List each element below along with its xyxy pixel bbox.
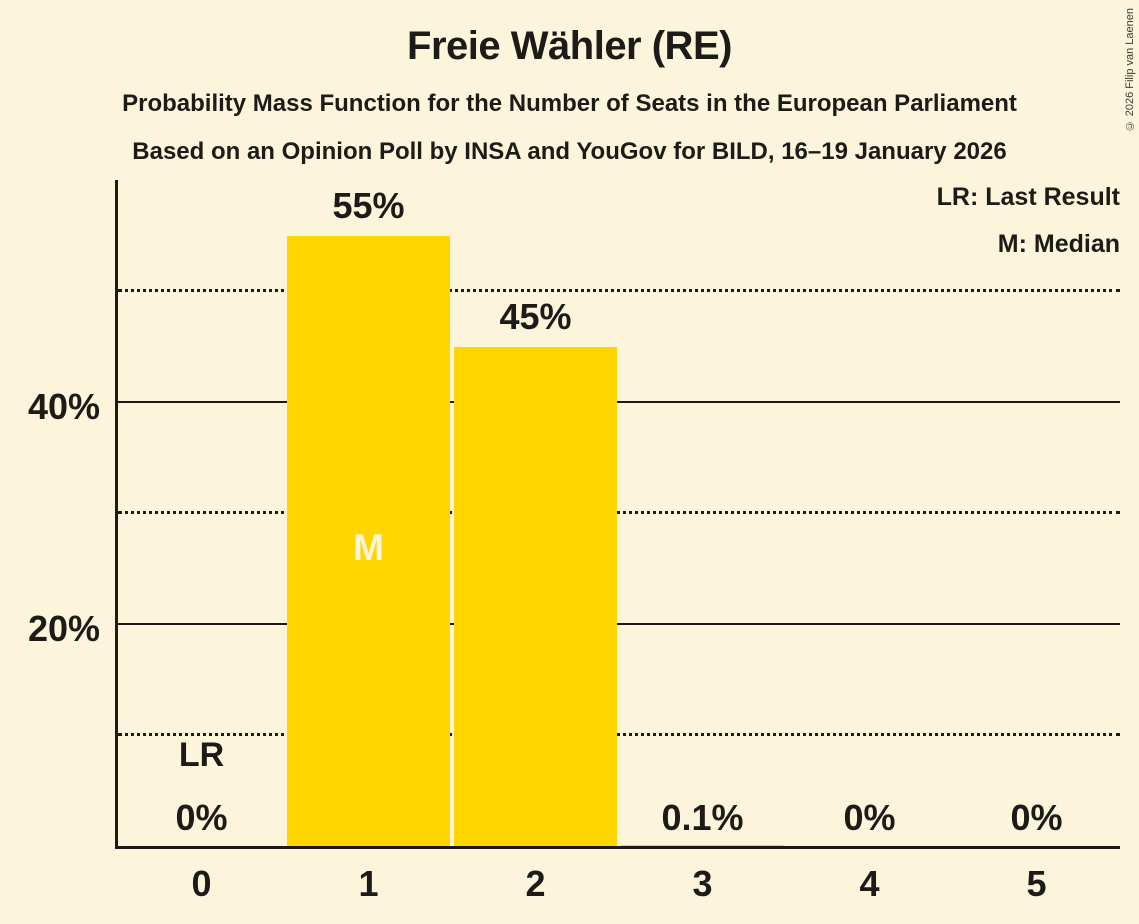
x-axis-label-seat-2: 2 bbox=[525, 863, 546, 904]
x-axis-label-seat-3: 3 bbox=[692, 863, 713, 904]
chart-source-line: Based on an Opinion Poll by INSA and You… bbox=[132, 138, 1007, 165]
plot-inner bbox=[118, 180, 1120, 846]
plot-area bbox=[115, 180, 1120, 849]
bar-seat-3 bbox=[621, 844, 784, 846]
bar-seat-1 bbox=[287, 235, 450, 846]
bar-value-label-seat-0: 0% bbox=[175, 797, 228, 838]
gridline-40pct bbox=[118, 401, 1120, 403]
x-axis-label-seat-0: 0 bbox=[191, 863, 212, 904]
legend-last-result: LR: Last Result bbox=[936, 183, 1120, 211]
bar-value-label-seat-5: 0% bbox=[1010, 797, 1063, 838]
bar-value-label-seat-2: 45% bbox=[499, 295, 572, 337]
median-marker: M bbox=[353, 527, 384, 568]
gridline-30pct bbox=[118, 511, 1120, 514]
bar-value-label-seat-1: 55% bbox=[332, 184, 405, 226]
gridline-20pct bbox=[118, 623, 1120, 625]
bar-value-label-seat-3: 0.1% bbox=[661, 797, 744, 838]
y-axis-label-text: 40% bbox=[27, 386, 100, 427]
bar-seat-2 bbox=[454, 346, 617, 846]
legend-median: M: Median bbox=[997, 230, 1120, 258]
x-axis-label-seat-4: 4 bbox=[859, 863, 880, 904]
x-axis-label-seat-5: 5 bbox=[1026, 863, 1047, 904]
copyright-notice: © 2026 Filip van Laenen bbox=[1124, 8, 1136, 132]
chart-title: Freie Wähler (RE) bbox=[407, 24, 732, 68]
chart-subtitle: Probability Mass Function for the Number… bbox=[122, 90, 1017, 117]
bar-value-label-seat-4: 0% bbox=[843, 797, 896, 838]
y-axis-label-text: 20% bbox=[27, 608, 100, 649]
gridline-10pct bbox=[118, 733, 1120, 736]
last-result-marker: LR bbox=[178, 736, 225, 774]
gridline-50pct bbox=[118, 289, 1120, 292]
x-axis-label-seat-1: 1 bbox=[358, 863, 379, 904]
